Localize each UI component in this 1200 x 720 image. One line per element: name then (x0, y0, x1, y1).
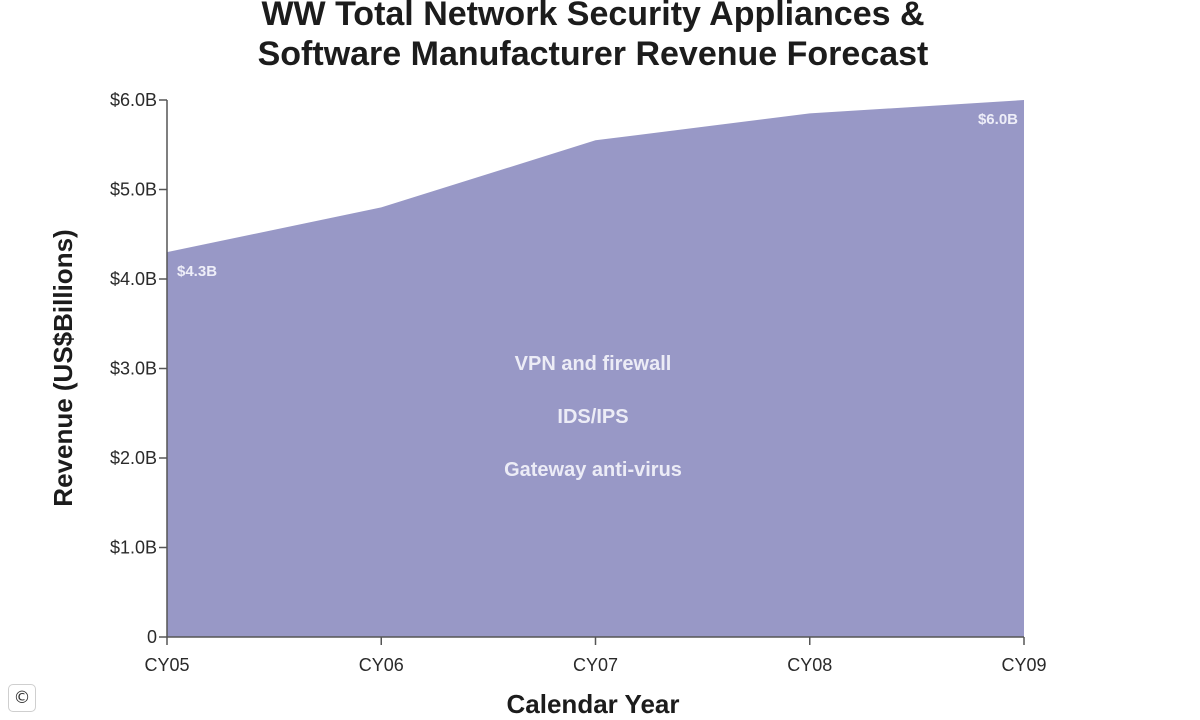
data-label: $6.0B (978, 111, 1018, 128)
x-axis-ticks: CY05 CY06 CY07 CY08 CY09 (144, 637, 1047, 675)
data-labels: $4.3B $6.0B (177, 111, 1018, 280)
y-tick-label: $1.0B (110, 538, 157, 558)
y-tick-label: $4.0B (110, 269, 157, 289)
x-axis-label: Calendar Year (507, 689, 680, 719)
x-tick-label: CY05 (144, 655, 189, 675)
y-tick-label: 0 (147, 627, 157, 647)
x-tick-label: CY09 (1001, 655, 1046, 675)
y-axis-ticks: 0 $1.0B $2.0B $3.0B $4.0B $5.0B $6.0B (110, 90, 167, 647)
data-label: $4.3B (177, 263, 217, 280)
axis-labels: Calendar Year Revenue (US$Billions) (48, 229, 679, 719)
y-tick-label: $2.0B (110, 448, 157, 468)
chart-title-line: WW Total Network Security Appliances & (261, 0, 924, 33)
revenue-area (167, 100, 1024, 637)
chart-title-line: Software Manufacturer Revenue Forecast (258, 35, 929, 73)
y-tick-label: $3.0B (110, 359, 157, 379)
area-annotation: Gateway anti-virus (504, 459, 682, 481)
chart-title: WW Total Network Security Appliances &So… (258, 0, 929, 73)
y-axis-label: Revenue (US$Billions) (48, 229, 78, 506)
copyright-icon: © (8, 684, 36, 712)
x-tick-label: CY08 (787, 655, 832, 675)
annotations: VPN and firewall IDS/IPS Gateway anti-viru… (504, 353, 682, 481)
area-annotation: VPN and firewall (515, 353, 672, 375)
y-tick-label: $5.0B (110, 180, 157, 200)
x-tick-label: CY07 (573, 655, 618, 675)
y-tick-label: $6.0B (110, 90, 157, 110)
area-annotation: IDS/IPS (557, 406, 628, 428)
x-tick-label: CY06 (359, 655, 404, 675)
plot-area (167, 100, 1024, 637)
